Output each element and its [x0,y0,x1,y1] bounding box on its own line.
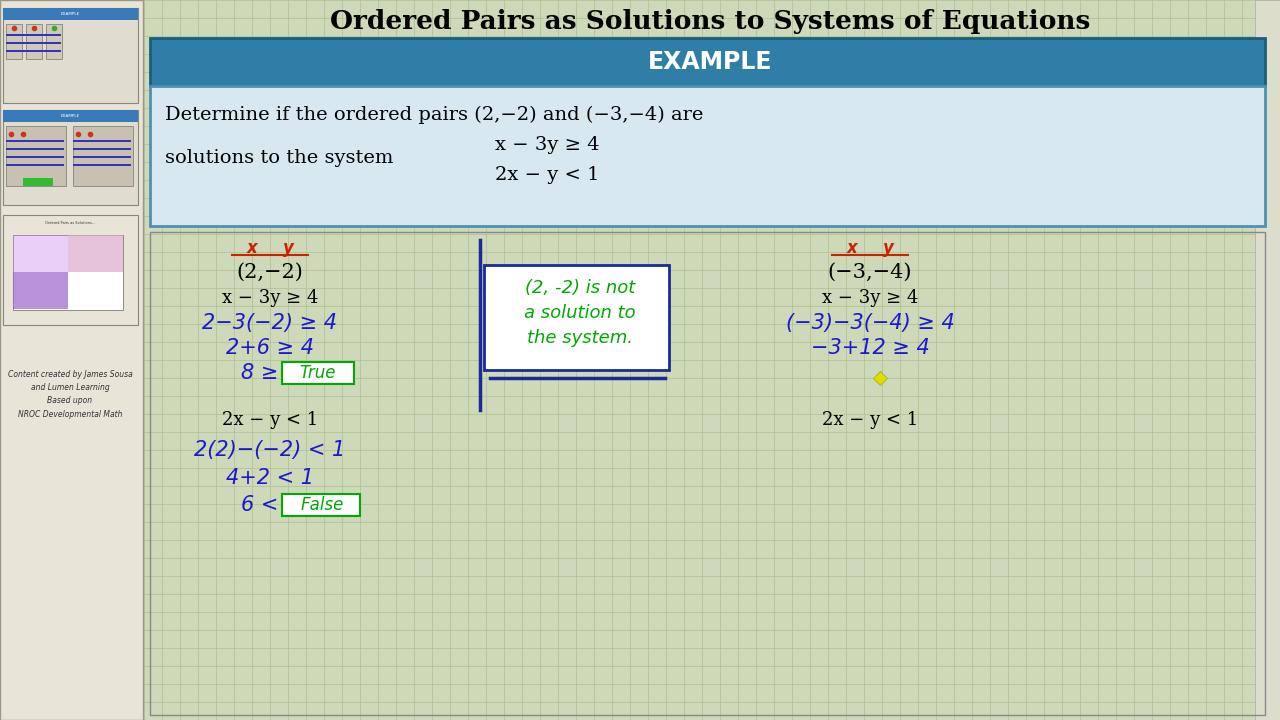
Bar [26,24,42,59]
Bar [1254,0,1280,720]
Bar [0,0,143,720]
Bar [3,110,138,122]
Text: solutions to the system: solutions to the system [165,149,393,167]
Text: 2(2)−(−2) < 1: 2(2)−(−2) < 1 [195,440,346,460]
Text: −3+12 ≥ 4: −3+12 ≥ 4 [810,338,929,358]
Text: 2x − y < 1: 2x − y < 1 [495,166,599,184]
Text: EXAMPLE: EXAMPLE [61,12,81,16]
Bar [3,215,138,325]
Bar [6,42,61,44]
Text: Ordered Pairs as Solutions...: Ordered Pairs as Solutions... [45,221,96,225]
Bar [6,148,64,150]
Text: 6 < 1: 6 < 1 [242,495,298,515]
Text: 2x − y < 1: 2x − y < 1 [221,411,319,429]
Text: x − 3y ≥ 4: x − 3y ≥ 4 [495,136,599,154]
Text: True: True [300,364,337,382]
Text: Determine if the ordered pairs (2,−2) and (−3,−4) are: Determine if the ordered pairs (2,−2) an… [165,106,704,124]
Bar [6,140,64,142]
Bar [6,126,67,186]
Text: y: y [883,239,893,257]
Text: (2,−2): (2,−2) [237,263,303,282]
Bar [6,24,22,59]
Bar [13,235,68,272]
Text: x − 3y ≥ 4: x − 3y ≥ 4 [822,289,918,307]
Text: x − 3y ≥ 4: x − 3y ≥ 4 [221,289,319,307]
Bar [73,164,131,166]
Bar [23,178,52,186]
Text: 8 ≥ 4: 8 ≥ 4 [242,363,298,383]
Bar [150,232,1265,715]
Text: Content created by James Sousa
and Lumen Learning
Based upon
NROC Developmental : Content created by James Sousa and Lumen… [8,370,132,418]
Text: 2x − y < 1: 2x − y < 1 [822,411,918,429]
Text: y: y [283,239,293,257]
Bar [13,235,123,310]
Text: False: False [301,496,344,514]
Text: the system.: the system. [527,329,634,347]
Bar [150,86,1265,226]
Bar [68,235,123,272]
Bar [73,148,131,150]
Text: x: x [247,239,257,257]
Text: (−3)−3(−4) ≥ 4: (−3)−3(−4) ≥ 4 [786,313,955,333]
Bar [46,24,61,59]
Bar [73,126,133,186]
Bar [6,156,64,158]
Text: 2+6 ≥ 4: 2+6 ≥ 4 [227,338,314,358]
Text: 2−3(−2) ≥ 4: 2−3(−2) ≥ 4 [202,313,338,333]
Text: a solution to: a solution to [525,304,636,322]
Bar [484,265,669,370]
Bar [13,272,68,309]
Text: x: x [846,239,858,257]
Bar [150,38,1265,86]
Bar [3,8,138,20]
Bar [6,164,64,166]
Bar [73,156,131,158]
Bar [6,34,61,36]
Bar [6,50,61,52]
Bar [73,140,131,142]
Text: (−3,−4): (−3,−4) [828,263,913,282]
Text: EXAMPLE: EXAMPLE [61,114,81,118]
Text: Ordered Pairs as Solutions to Systems of Equations: Ordered Pairs as Solutions to Systems of… [330,9,1091,35]
Text: EXAMPLE: EXAMPLE [648,50,772,74]
Text: (2, -2) is not: (2, -2) is not [525,279,635,297]
Bar [3,8,138,103]
Bar [3,110,138,205]
Bar [282,362,355,384]
Bar [282,494,360,516]
Text: 4+2 < 1: 4+2 < 1 [227,468,314,488]
